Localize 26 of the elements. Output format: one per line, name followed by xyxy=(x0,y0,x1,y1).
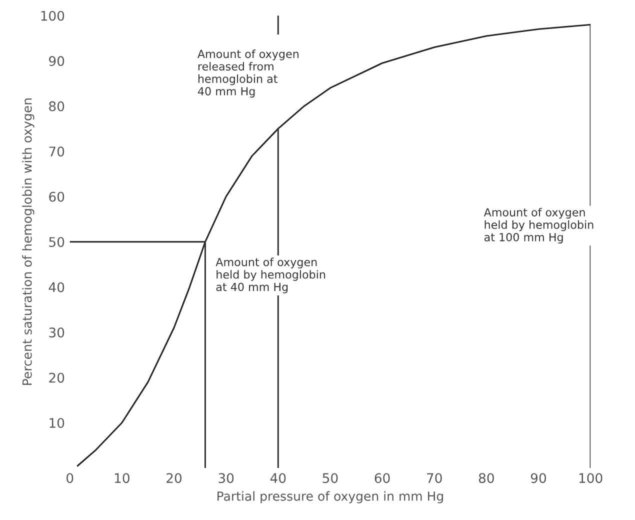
y-tick-label: 100 xyxy=(41,10,64,21)
x-tick-label: 20 xyxy=(166,473,182,484)
x-tick-label: 100 xyxy=(579,473,602,484)
x-tick-label: 80 xyxy=(478,473,494,484)
y-tick-label: 50 xyxy=(49,237,64,247)
annotation: Amount of oxygen held by hemoglobin at 100 mm Hg xyxy=(484,208,594,244)
x-tick-label: 60 xyxy=(374,473,390,484)
y-tick-label: 20 xyxy=(49,372,64,383)
y-tick-label: 60 xyxy=(49,192,64,202)
x-axis-title: Partial pressure of oxygen in mm Hg xyxy=(218,491,443,504)
x-tick-label: 70 xyxy=(427,473,442,484)
x-tick-label: 40 xyxy=(270,473,286,484)
y-axis-title: Percent saturation of hemoglobin with oxygen xyxy=(22,98,34,385)
y-tick-label: 80 xyxy=(49,101,64,112)
y-tick-label: 40 xyxy=(48,282,64,292)
x-tick-label: 10 xyxy=(114,473,130,484)
y-tick-label: 30 xyxy=(49,328,64,338)
x-tick-label: 90 xyxy=(530,473,546,484)
y-tick-label: 10 xyxy=(50,418,64,428)
x-tick-label: 0 xyxy=(66,473,74,484)
x-tick-label: 50 xyxy=(322,473,338,484)
x-tick-label: 30 xyxy=(218,473,234,484)
annotation: Amount of oxygen held by hemoglobin at 40 mm Hg xyxy=(216,258,326,294)
annotation: Amount of oxygen released from hemoglobin at 40 mm Hg xyxy=(198,50,298,98)
y-tick-label: 90 xyxy=(49,56,64,66)
y-tick-label: 70 xyxy=(49,146,64,157)
